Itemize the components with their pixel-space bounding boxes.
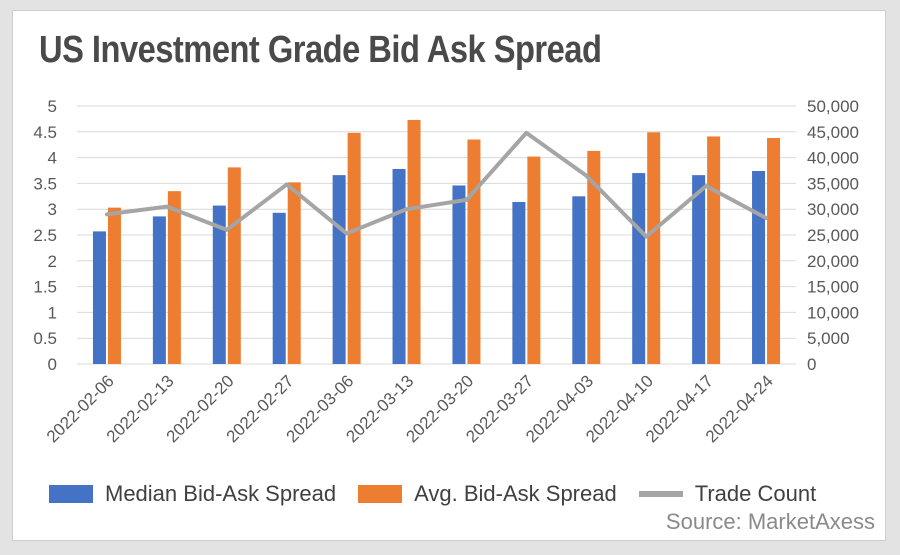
y-tick-label-right: 10,000 bbox=[807, 303, 859, 322]
bar-median bbox=[512, 201, 526, 364]
y-tick-label-right: 20,000 bbox=[807, 252, 859, 271]
bar-median bbox=[692, 175, 706, 364]
bar-avg bbox=[347, 132, 361, 364]
bar-median bbox=[152, 216, 166, 364]
chart-title: US Investment Grade Bid Ask Spread bbox=[39, 29, 602, 71]
bar-avg bbox=[527, 156, 541, 364]
line-trade-count bbox=[104, 130, 769, 239]
chart-plot: 0 0.5 1 1.5 2 2.5 3 3.5 4 4.5 5 0 5,000 10,000 15,000 2… bbox=[33, 97, 859, 446]
bar-median bbox=[632, 173, 646, 364]
bar-median bbox=[92, 231, 106, 364]
bar-avg bbox=[647, 132, 661, 364]
bar-avg bbox=[107, 207, 121, 364]
y-tick-label-left: 2 bbox=[48, 252, 57, 271]
y-tick-label-right: 45,000 bbox=[807, 123, 859, 142]
y-tick-label-left: 4.5 bbox=[33, 123, 57, 142]
y-tick-label-right: 25,000 bbox=[807, 226, 859, 245]
chart-card: US Investment Grade Bid Ask Spread 0 0.5 1… bbox=[12, 10, 886, 541]
bar-avg bbox=[587, 150, 601, 364]
legend-label-trade: Trade Count bbox=[694, 481, 817, 506]
y-tick-label-left: 1.5 bbox=[33, 278, 57, 297]
bar-avg bbox=[407, 119, 421, 364]
legend-item-avg: Avg. Bid-Ask Spread bbox=[358, 481, 617, 507]
bar-avg bbox=[767, 137, 781, 364]
y-tick-label-right: 0 bbox=[807, 355, 816, 374]
legend-item-trade: Trade Count bbox=[638, 481, 817, 507]
legend-item-median: Median Bid-Ask Spread bbox=[49, 481, 336, 507]
bar-median bbox=[272, 212, 286, 364]
y-tick-label-left: 4 bbox=[48, 149, 57, 168]
bar-avg bbox=[167, 191, 181, 364]
bar-avg bbox=[227, 167, 241, 364]
bar-median bbox=[212, 205, 226, 364]
y-tick-label-right: 40,000 bbox=[807, 149, 859, 168]
y-tick-label-right: 35,000 bbox=[807, 174, 859, 193]
y-tick-label-left: 3 bbox=[48, 200, 57, 219]
bar-avg bbox=[287, 182, 301, 364]
y-tick-label-right: 15,000 bbox=[807, 278, 859, 297]
bar-median bbox=[752, 171, 766, 364]
chart-legend: Median Bid-Ask Spread Avg. Bid-Ask Sprea… bbox=[49, 481, 838, 507]
legend-swatch-median bbox=[49, 485, 93, 503]
bar-median bbox=[392, 168, 406, 364]
y-tick-label-right: 5,000 bbox=[807, 329, 850, 348]
source-note: Source: MarketAxess bbox=[665, 509, 875, 534]
bar-median bbox=[332, 175, 346, 364]
bar-avg bbox=[467, 139, 481, 364]
y-tick-label-right: 30,000 bbox=[807, 200, 859, 219]
y-tick-label-left: 0.5 bbox=[33, 329, 57, 348]
bar-median bbox=[452, 185, 466, 364]
legend-swatch-avg bbox=[358, 485, 403, 503]
bar-avg bbox=[707, 136, 721, 364]
legend-swatch-trade bbox=[638, 491, 683, 497]
legend-label-avg: Avg. Bid-Ask Spread bbox=[414, 481, 617, 506]
y-tick-label-left: 0 bbox=[48, 355, 57, 374]
y-tick-label-left: 3.5 bbox=[33, 174, 57, 193]
bar-median bbox=[572, 196, 586, 364]
legend-label-median: Median Bid-Ask Spread bbox=[105, 481, 337, 506]
y-tick-label-left: 1 bbox=[48, 303, 57, 322]
y-tick-label-left: 2.5 bbox=[33, 226, 57, 245]
y-tick-label-right: 50,000 bbox=[807, 97, 859, 116]
y-tick-label-left: 5 bbox=[48, 97, 57, 116]
